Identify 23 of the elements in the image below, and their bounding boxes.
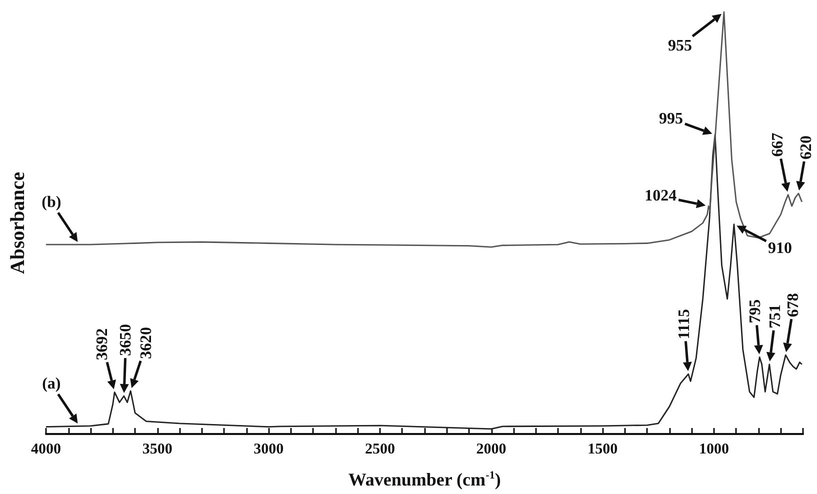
x-tick-label: 3000	[254, 442, 284, 458]
annotation: 995	[659, 110, 684, 128]
y-axis-title: Absorbance	[7, 172, 29, 274]
x-tick-label: 3500	[142, 442, 172, 458]
annotation: 3620	[138, 326, 156, 359]
x-tick-label: 2000	[476, 442, 506, 458]
annotation: 667	[770, 132, 787, 157]
annotation: (a)	[42, 375, 61, 392]
annotation: 1024	[644, 188, 677, 205]
annotation: 678	[785, 293, 802, 318]
x-tick-label: 4000	[31, 442, 61, 458]
x-tick-label: 1500	[588, 442, 618, 458]
annotation: 910	[768, 240, 792, 257]
annotation: 1115	[676, 308, 693, 340]
annotation: 751	[766, 304, 784, 328]
annotation: 955	[668, 38, 692, 54]
annotation: (b)	[42, 194, 62, 212]
x-tick-label: 1000	[698, 442, 729, 458]
annotation: 3692	[94, 328, 112, 360]
annotation: 3650	[117, 324, 134, 356]
x-tick-label: 2500	[364, 442, 395, 458]
annotation: 620	[798, 135, 816, 160]
annotation: 795	[747, 299, 764, 324]
